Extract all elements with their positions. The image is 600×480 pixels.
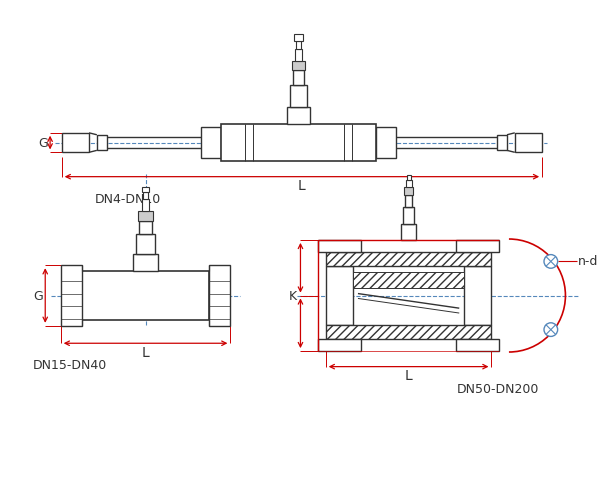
- Text: K: K: [289, 289, 297, 302]
- Bar: [142, 200, 149, 211]
- Bar: [97, 135, 107, 151]
- Text: G: G: [34, 289, 43, 302]
- Bar: [143, 193, 148, 200]
- Bar: [293, 72, 304, 86]
- Bar: [142, 188, 149, 193]
- Bar: [404, 196, 412, 207]
- Circle shape: [544, 323, 557, 337]
- Bar: [376, 128, 396, 159]
- Bar: [407, 175, 410, 180]
- Bar: [209, 266, 230, 326]
- Bar: [403, 207, 415, 225]
- Text: L: L: [142, 345, 149, 359]
- Bar: [136, 235, 155, 254]
- Bar: [221, 125, 376, 162]
- Bar: [296, 42, 301, 50]
- Bar: [457, 240, 499, 252]
- Text: DN4-DN10: DN4-DN10: [95, 192, 161, 205]
- Text: L: L: [298, 179, 306, 193]
- Text: L: L: [405, 369, 412, 383]
- Bar: [292, 61, 305, 72]
- Bar: [326, 267, 353, 325]
- Circle shape: [544, 255, 557, 269]
- Bar: [139, 221, 152, 235]
- Bar: [133, 254, 158, 272]
- Bar: [457, 340, 499, 351]
- Bar: [404, 188, 413, 196]
- Bar: [464, 267, 491, 325]
- Bar: [61, 266, 82, 326]
- Text: DN15-DN40: DN15-DN40: [32, 359, 107, 372]
- Text: n-d: n-d: [578, 254, 598, 267]
- Bar: [406, 180, 412, 188]
- Bar: [138, 211, 154, 221]
- Bar: [290, 86, 307, 108]
- Bar: [295, 50, 302, 61]
- Bar: [293, 36, 304, 42]
- Bar: [401, 225, 416, 240]
- Bar: [201, 128, 221, 159]
- Bar: [318, 340, 361, 351]
- Bar: [353, 273, 464, 288]
- Bar: [287, 108, 310, 125]
- Bar: [326, 325, 491, 340]
- Text: G: G: [38, 137, 48, 150]
- Bar: [318, 240, 361, 252]
- Bar: [62, 133, 89, 153]
- Bar: [326, 252, 491, 267]
- Bar: [515, 133, 542, 153]
- Bar: [497, 135, 507, 151]
- Bar: [82, 272, 209, 320]
- Text: DN50-DN200: DN50-DN200: [457, 382, 539, 395]
